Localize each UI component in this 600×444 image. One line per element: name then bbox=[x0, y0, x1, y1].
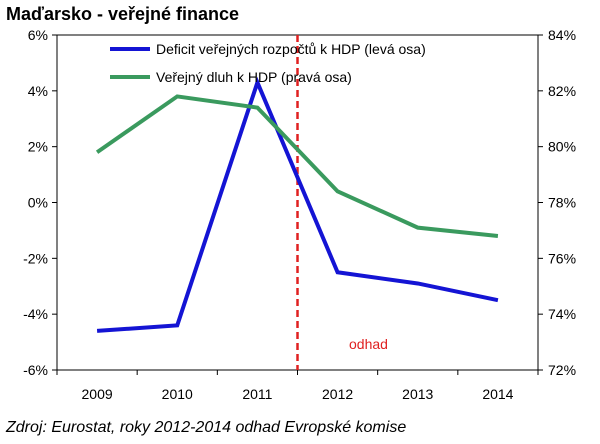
chart-title: Maďarsko - veřejné finance bbox=[6, 4, 240, 24]
left-axis-tick-label: -6% bbox=[23, 362, 48, 378]
x-axis-tick-label: 2014 bbox=[482, 386, 513, 402]
legend-label-debt: Veřejný dluh k HDP (pravá osa) bbox=[156, 69, 352, 85]
deficit-series-line bbox=[96, 76, 499, 333]
left-axis-tick-label: -2% bbox=[23, 250, 48, 266]
right-axis-tick-label: 80% bbox=[548, 139, 576, 155]
source-note: Zdroj: Eurostat, roky 2012-2014 odhad Ev… bbox=[6, 419, 407, 436]
right-axis-tick-label: 74% bbox=[548, 306, 576, 322]
right-axis-tick-label: 72% bbox=[548, 362, 576, 378]
legend-label-deficit: Deficit veřejných rozpočtů k HDP (levá o… bbox=[156, 41, 426, 57]
debt-series-line bbox=[95, 94, 499, 238]
left-axis-tick-label: 0% bbox=[28, 195, 48, 211]
left-axis-tick-label: 2% bbox=[28, 139, 48, 155]
left-axis-tick-label: 6% bbox=[28, 27, 48, 43]
x-axis-tick-label: 2009 bbox=[82, 386, 113, 402]
left-axis-tick-label: 4% bbox=[28, 83, 48, 99]
x-axis-tick-label: 2013 bbox=[402, 386, 433, 402]
x-axis-tick-label: 2010 bbox=[162, 386, 193, 402]
right-axis-tick-label: 78% bbox=[548, 195, 576, 211]
right-axis-tick-label: 82% bbox=[548, 83, 576, 99]
right-axis-tick-label: 84% bbox=[548, 27, 576, 43]
estimate-annotation: odhad bbox=[349, 336, 388, 352]
x-axis-tick-label: 2011 bbox=[242, 386, 272, 402]
right-axis-tick-label: 76% bbox=[548, 250, 576, 266]
x-axis-tick-label: 2012 bbox=[322, 386, 353, 402]
left-axis-tick-label: -4% bbox=[23, 306, 48, 322]
